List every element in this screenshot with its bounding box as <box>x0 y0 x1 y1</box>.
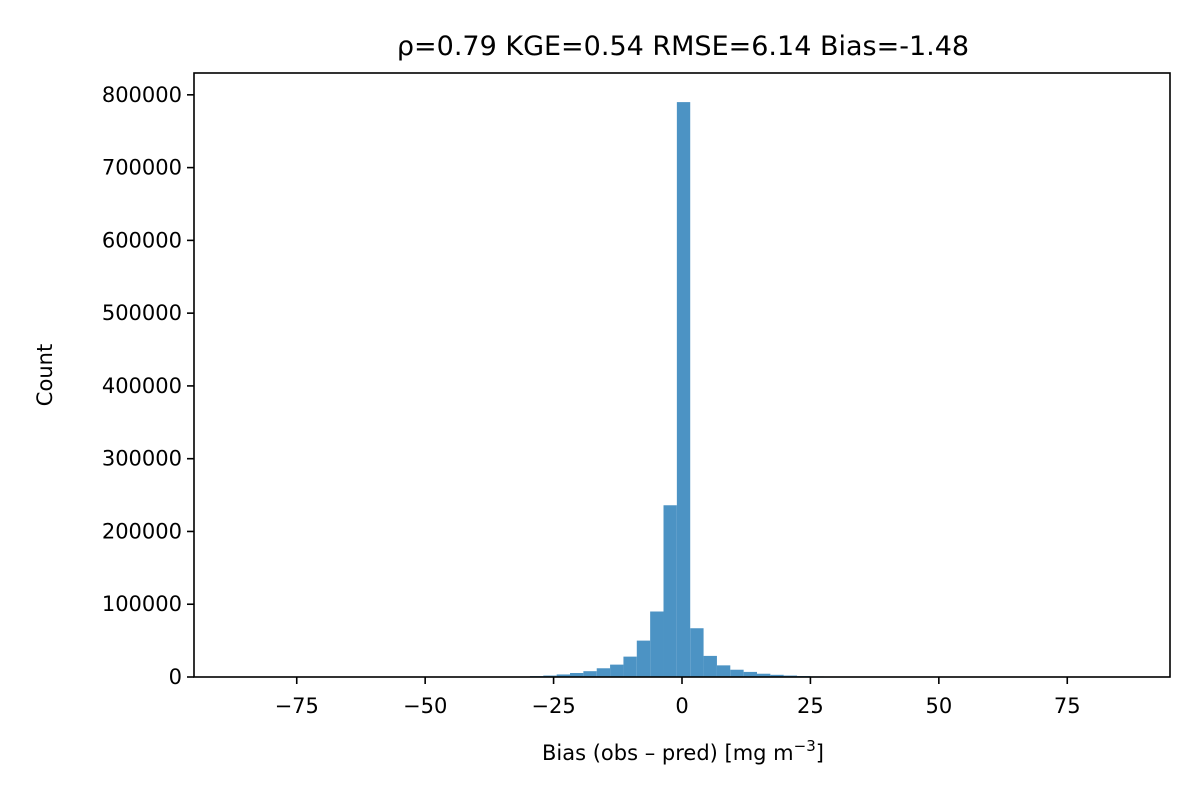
histogram-bar-18 <box>716 665 731 677</box>
histogram-bar-6 <box>556 674 571 677</box>
x-tick-label-2: −25 <box>531 694 575 718</box>
histogram-bar-22 <box>770 674 784 677</box>
histogram-bar-16 <box>690 628 704 677</box>
y-tick-label-0: 0 <box>169 665 182 689</box>
bars-group <box>503 102 851 677</box>
x-tick-label-3: 0 <box>675 694 688 718</box>
plot-frame <box>193 72 1171 678</box>
histogram-bar-14 <box>663 505 677 677</box>
x-tick-label-6: 75 <box>1054 694 1081 718</box>
x-tick-label-1: −50 <box>403 694 447 718</box>
x-tick-label-5: 50 <box>925 694 952 718</box>
histogram-bar-17 <box>703 655 717 677</box>
histogram-bar-10 <box>610 664 624 677</box>
histogram-bar-11 <box>623 656 637 677</box>
x-axis-ticks: −75 −50 −25 0 25 50 75 <box>275 677 1081 718</box>
histogram-bar-8 <box>583 671 597 677</box>
y-tick-label-7: 700000 <box>102 156 182 180</box>
x-axis-label-superscript: −3 <box>794 737 816 755</box>
x-axis-label-end: ] <box>816 741 824 765</box>
y-tick-label-8: 800000 <box>102 83 182 107</box>
chart-title: ρ=0.79 KGE=0.54 RMSE=6.14 Bias=-1.48 <box>397 31 969 62</box>
histogram-bar-9 <box>596 668 611 677</box>
y-tick-label-1: 100000 <box>102 592 182 616</box>
y-axis-ticks: 0 100000 200000 300000 400000 500000 600000 700… <box>102 83 194 689</box>
histogram-bar-13 <box>650 611 664 677</box>
histogram-bar-20 <box>743 671 757 677</box>
x-axis-label: Bias (obs – pred) [mg m−3] <box>542 737 824 765</box>
y-tick-label-5: 500000 <box>102 301 182 325</box>
y-axis-label: Count <box>33 344 57 406</box>
x-axis-label-main: Bias (obs – pred) [mg m <box>542 741 794 765</box>
y-tick-label-4: 400000 <box>102 374 182 398</box>
histogram-bar-15 <box>676 102 691 677</box>
histogram-bar-12 <box>636 640 651 677</box>
y-tick-label-2: 200000 <box>102 519 182 543</box>
y-tick-label-6: 600000 <box>102 228 182 252</box>
y-tick-label-3: 300000 <box>102 447 182 471</box>
x-tick-label-0: −75 <box>275 694 319 718</box>
histogram-bar-7 <box>570 672 584 677</box>
histogram-bar-19 <box>730 669 744 677</box>
x-tick-label-4: 25 <box>797 694 824 718</box>
histogram-bar-21 <box>756 673 771 677</box>
